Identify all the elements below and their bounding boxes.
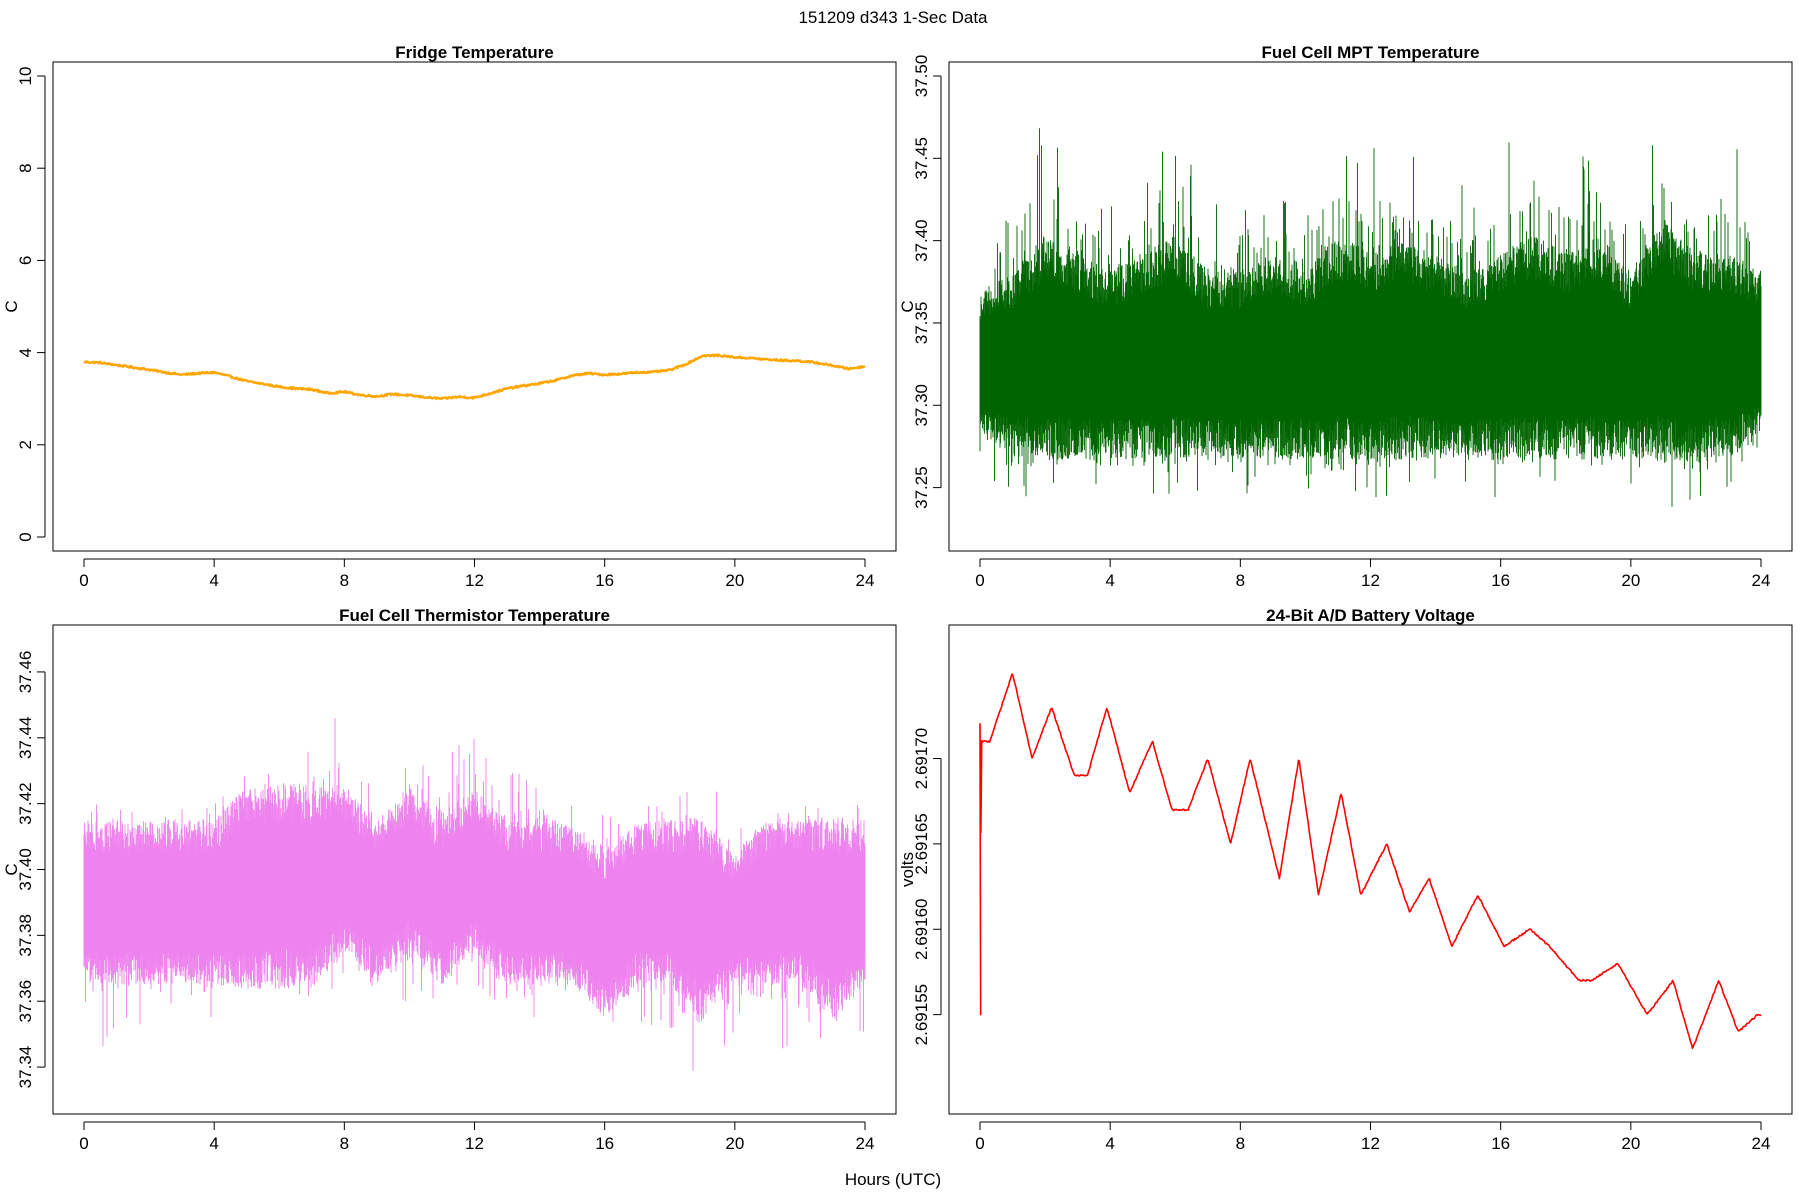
x-tick-label: 16 — [1491, 571, 1510, 590]
y-tick-label: 37.34 — [16, 1046, 35, 1089]
y-axis: 37.25 37.30 37.35 37.40 37.45 37.50 — [912, 55, 942, 509]
y-axis: 37.34 37.36 37.38 37.40 37.42 37.44 37.46 — [16, 651, 46, 1089]
y-axis: 2.69155 2.69160 2.69165 2.69170 — [912, 728, 942, 1045]
plot-frame — [948, 624, 1793, 1115]
y-tick-label: 37.30 — [912, 384, 931, 427]
panel-title: Fuel Cell MPT Temperature — [1262, 43, 1480, 62]
x-tick-label: 0 — [975, 571, 984, 590]
x-tick-label: 8 — [340, 1134, 349, 1153]
y-tick-label: 6 — [16, 256, 35, 265]
x-tick-label: 12 — [1361, 571, 1380, 590]
x-tick-label: 20 — [1621, 1134, 1640, 1153]
y-axis-label: C — [898, 300, 917, 312]
figure-title: 151209 d343 1-Sec Data — [798, 8, 988, 27]
x-tick-label: 20 — [725, 571, 744, 590]
y-tick-label: 37.50 — [912, 55, 931, 98]
x-tick-label: 16 — [1491, 1134, 1510, 1153]
y-tick-label: 37.42 — [16, 782, 35, 825]
y-tick-label: 37.40 — [912, 219, 931, 262]
series-line — [979, 673, 1762, 1050]
y-tick-label: 8 — [16, 163, 35, 172]
y-tick-label: 37.46 — [16, 651, 35, 694]
x-tick-label: 24 — [856, 571, 875, 590]
thermistor-temperature-panel: Fuel Cell Thermistor Temperature C 0 4 8 12 16… — [2, 606, 897, 1153]
x-tick-label: 16 — [595, 571, 614, 590]
figure-x-axis-label: Hours (UTC) — [845, 1170, 941, 1189]
series-signal — [979, 128, 1762, 507]
x-tick-label: 24 — [1752, 571, 1771, 590]
x-tick-label: 20 — [725, 1134, 744, 1153]
series-signal — [83, 718, 866, 1071]
x-tick-label: 12 — [465, 571, 484, 590]
x-tick-label: 8 — [1236, 571, 1245, 590]
x-tick-label: 4 — [1105, 571, 1114, 590]
y-tick-label: 37.44 — [16, 717, 35, 760]
mpt-temperature-panel: Fuel Cell MPT Temperature C 0 4 8 12 16 20 24 37.… — [898, 43, 1793, 590]
x-axis: 0 4 8 12 16 20 24 — [975, 558, 1771, 590]
panel-title: Fridge Temperature — [395, 43, 553, 62]
x-tick-label: 0 — [79, 1134, 88, 1153]
x-tick-label: 12 — [465, 1134, 484, 1153]
y-tick-label: 2.69165 — [912, 813, 931, 874]
x-axis: 0 4 8 12 16 20 24 — [79, 1121, 875, 1153]
y-tick-label: 37.45 — [912, 137, 931, 180]
series-line — [83, 353, 866, 401]
x-tick-label: 4 — [1105, 1134, 1114, 1153]
y-tick-label: 10 — [16, 67, 35, 86]
battery-voltage-panel: 24-Bit A/D Battery Voltage volts 0 4 8 12 16 20… — [898, 606, 1793, 1153]
y-axis-label: C — [2, 300, 21, 312]
y-tick-label: 37.35 — [912, 302, 931, 345]
x-tick-label: 24 — [1752, 1134, 1771, 1153]
plot-frame — [52, 624, 897, 1115]
y-tick-label: 37.40 — [16, 848, 35, 891]
x-tick-label: 16 — [595, 1134, 614, 1153]
panel-title: 24-Bit A/D Battery Voltage — [1266, 606, 1475, 625]
y-tick-label: 2.69160 — [912, 899, 931, 960]
x-axis: 0 4 8 12 16 20 24 — [79, 558, 875, 590]
x-tick-label: 4 — [209, 1134, 218, 1153]
x-tick-label: 4 — [209, 571, 218, 590]
y-tick-label: 2 — [16, 440, 35, 449]
x-tick-label: 24 — [856, 1134, 875, 1153]
x-axis: 0 4 8 12 16 20 24 — [975, 1121, 1771, 1153]
y-tick-label: 2.69170 — [912, 728, 931, 789]
y-axis: 0 2 4 6 8 10 — [16, 67, 46, 542]
x-tick-label: 0 — [79, 571, 88, 590]
x-tick-label: 20 — [1621, 571, 1640, 590]
y-tick-label: 37.25 — [912, 466, 931, 509]
y-tick-label: 2.69155 — [912, 984, 931, 1045]
y-axis-label: C — [2, 863, 21, 875]
y-tick-label: 0 — [16, 532, 35, 541]
x-tick-label: 0 — [975, 1134, 984, 1153]
y-tick-label: 37.38 — [16, 914, 35, 957]
y-tick-label: 4 — [16, 348, 35, 357]
x-tick-label: 8 — [340, 571, 349, 590]
panel-title: Fuel Cell Thermistor Temperature — [339, 606, 610, 625]
y-tick-label: 37.36 — [16, 980, 35, 1023]
plot-frame — [52, 61, 897, 552]
x-tick-label: 8 — [1236, 1134, 1245, 1153]
plot-frame — [948, 61, 1793, 552]
y-axis-label: volts — [898, 852, 917, 887]
x-tick-label: 12 — [1361, 1134, 1380, 1153]
